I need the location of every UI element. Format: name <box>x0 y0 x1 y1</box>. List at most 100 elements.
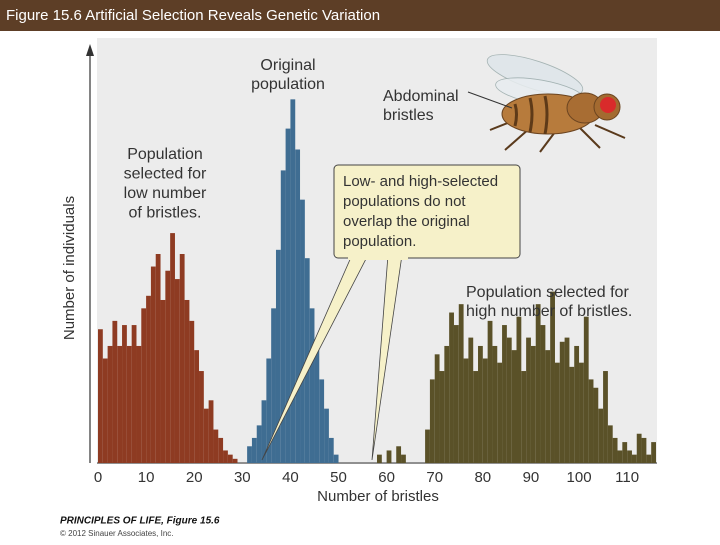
histogram-bar <box>473 371 479 463</box>
histogram-bar <box>136 345 142 463</box>
annotation: Original <box>260 57 315 74</box>
histogram-bar <box>540 325 546 463</box>
histogram-bar <box>401 454 406 463</box>
x-tick-label: 10 <box>138 469 155 486</box>
histogram-bar <box>579 362 584 463</box>
histogram-bar <box>453 325 459 463</box>
histogram-bar <box>261 400 267 463</box>
histogram-bar <box>574 345 580 463</box>
annotation: of bristles. <box>129 205 202 222</box>
annotation: population. <box>343 233 416 250</box>
histogram-bar <box>482 358 488 463</box>
histogram-bar <box>174 279 180 463</box>
histogram-bar <box>218 437 224 463</box>
histogram-bar <box>516 316 522 463</box>
histogram-bar <box>309 308 315 463</box>
x-tick-label: 0 <box>94 469 102 486</box>
histogram-bar <box>117 345 123 463</box>
y-axis-label: Number of individuals <box>61 196 78 340</box>
histogram-bar <box>223 450 228 463</box>
histogram-bar <box>126 345 132 463</box>
histogram-bar <box>631 454 637 463</box>
annotation: population <box>251 76 325 93</box>
x-tick-label: 70 <box>426 469 443 486</box>
annotation: Abdominal <box>383 88 459 105</box>
histogram-bar <box>593 387 599 463</box>
histogram-bar <box>545 350 551 463</box>
histogram-bar <box>554 362 560 463</box>
histogram-bar <box>439 371 445 463</box>
x-tick-label: 30 <box>234 469 251 486</box>
annotation: high number of bristles. <box>466 303 632 320</box>
histogram-bar <box>463 358 469 463</box>
histogram-bar <box>458 304 464 463</box>
histogram-bar <box>603 371 608 463</box>
copyright: © 2012 Sinauer Associates, Inc. <box>60 529 174 538</box>
histogram-bar <box>468 337 474 463</box>
x-tick-label: 110 <box>615 469 639 486</box>
histogram-bar <box>122 325 127 463</box>
histogram-bar <box>155 254 161 463</box>
histogram-bar <box>641 437 647 463</box>
x-tick-label: 60 <box>378 469 395 486</box>
slide-title: Figure 15.6 Artificial Selection Reveals… <box>6 7 380 24</box>
histogram-bar <box>314 341 320 463</box>
histogram-bar <box>550 291 555 463</box>
fly-illustration <box>486 54 626 153</box>
callout-join <box>348 250 408 260</box>
annotation: Low- and high-selected <box>343 173 498 190</box>
histogram-bar <box>526 337 531 463</box>
histogram-bar <box>497 362 503 463</box>
histogram-bar <box>285 128 291 463</box>
x-tick-label: 100 <box>567 469 592 486</box>
x-tick-label: 40 <box>282 469 299 486</box>
histogram-bar <box>396 446 402 463</box>
histogram-bar <box>160 299 166 463</box>
histogram-bar <box>449 312 454 463</box>
histogram-bar <box>627 450 632 463</box>
histogram-bar <box>492 345 498 463</box>
annotation: overlap the original <box>343 213 470 230</box>
histogram-bar <box>535 304 541 463</box>
histogram-bar <box>588 379 594 463</box>
histogram-bar <box>98 329 103 463</box>
histogram-bar <box>569 366 575 463</box>
histogram-bar <box>502 325 507 463</box>
x-tick-label: 90 <box>523 469 540 486</box>
histogram-bar <box>131 325 137 463</box>
histogram-bar <box>271 308 276 463</box>
histogram-bar <box>146 295 151 463</box>
histogram-bar <box>530 345 536 463</box>
histogram-bar <box>179 254 185 463</box>
annotation: bristles <box>383 107 434 124</box>
histogram-bar <box>256 425 262 463</box>
histogram-bar <box>247 446 252 463</box>
histogram-bar <box>434 354 440 463</box>
histogram-bar <box>203 408 209 463</box>
histogram-bar <box>275 249 281 463</box>
histogram-bar <box>429 379 435 463</box>
histogram-bar <box>377 454 382 463</box>
histogram-bar <box>617 450 623 463</box>
histogram-bar <box>487 320 493 463</box>
histogram-bar <box>290 99 296 463</box>
histogram-bar <box>612 437 618 463</box>
histogram-bar <box>583 316 589 463</box>
x-axis-label: Number of bristles <box>317 488 439 505</box>
histogram-bar <box>165 270 171 463</box>
annotation: Population selected for <box>466 284 629 301</box>
annotation: selected for <box>124 166 207 183</box>
annotation: Population <box>127 146 203 163</box>
histogram-bar <box>506 337 512 463</box>
histogram-bar <box>300 199 305 463</box>
leader-line <box>467 91 513 109</box>
callout-box <box>333 164 521 259</box>
histogram-bar <box>636 433 642 463</box>
histogram-bar <box>280 170 286 463</box>
histogram-bar <box>324 408 329 463</box>
histogram-bar <box>199 371 204 463</box>
histogram-bar <box>184 299 190 463</box>
source: PRINCIPLES OF LIFE, Figure 15.6 <box>60 516 220 527</box>
histogram-bar <box>213 429 219 463</box>
